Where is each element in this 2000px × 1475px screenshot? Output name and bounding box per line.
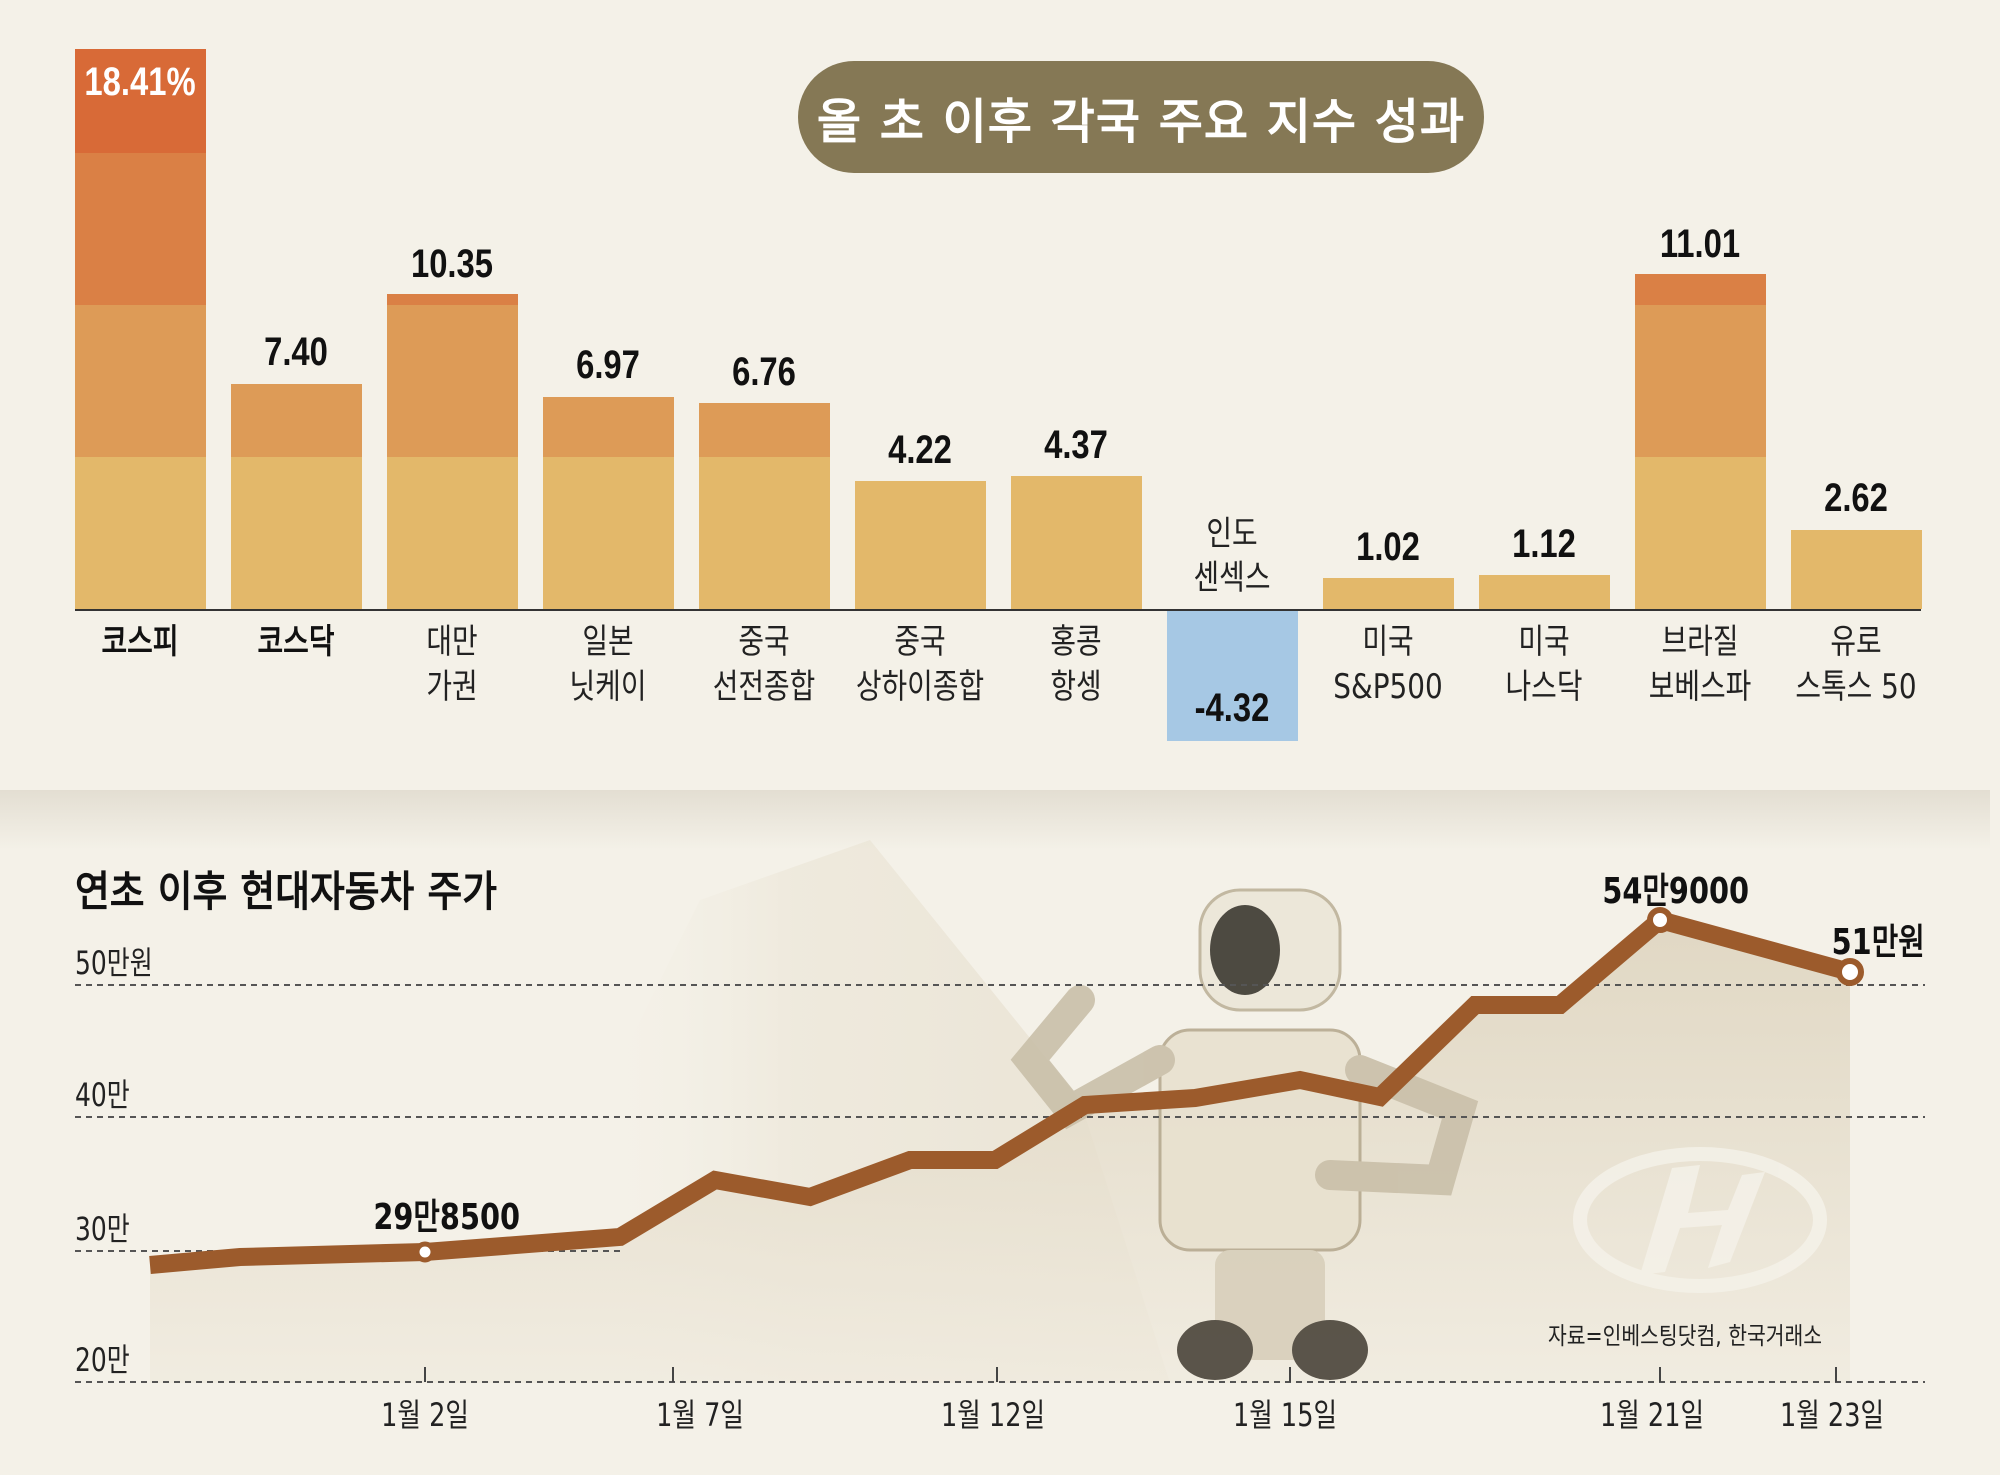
y-tick-20: 20만 (75, 1341, 130, 1379)
label-eurostoxx-line1: 유로 (1830, 622, 1882, 662)
annotation-peak: 54만9000 (1602, 871, 1750, 912)
price-line (149, 910, 1853, 1274)
bar-japan (543, 397, 674, 609)
bar-value-kospi: 18.41% (84, 60, 196, 104)
hyundai-stock-chart: 연초 이후 현대자동차 주가 50만원 40만 30만 20만 (0, 790, 2000, 1475)
y-tick-50: 50만원 (75, 944, 153, 982)
x-tick-jan23: 1월 23일 (1779, 1396, 1885, 1434)
bar-value-shanghai: 4.22 (888, 428, 952, 472)
x-tick-jan12: 1월 12일 (940, 1396, 1046, 1434)
bar-india (1167, 611, 1298, 741)
bar-shanghai (855, 481, 986, 609)
marker-peak (1647, 907, 1673, 933)
label-eurostoxx-line2: 스톡스 50 (1795, 667, 1917, 707)
bar-value-japan: 6.97 (576, 343, 640, 387)
section-divider-shadow (0, 790, 1990, 850)
label-hongkong-line2: 항셍 (1050, 667, 1102, 707)
label-taiwan-line1: 대만 (426, 622, 478, 662)
label-kospi: 코스피 (101, 622, 179, 662)
bar-value-nasdaq: 1.12 (1512, 522, 1576, 566)
label-sp500-line1: 미국 (1362, 622, 1414, 662)
area-fill (150, 920, 1850, 1383)
label-brazil-line2: 보베스파 (1648, 667, 1752, 707)
bar-hongkong (1011, 476, 1142, 609)
bar-value-eurostoxx: 2.62 (1824, 476, 1888, 520)
bar-kospi (75, 49, 206, 609)
label-taiwan-line2: 가권 (426, 667, 478, 707)
label-nasdaq-line2: 나스닥 (1505, 667, 1583, 707)
label-japan-line2: 닛케이 (569, 667, 647, 707)
bar-value-brazil: 11.01 (1659, 222, 1741, 266)
x-tick-jan7: 1월 7일 (656, 1396, 744, 1434)
label-shanghai-line2: 상하이종합 (855, 667, 985, 707)
bar-value-shenzhen: 6.76 (732, 350, 796, 394)
x-tick-jan2: 1월 2일 (381, 1396, 469, 1434)
label-shenzhen-line1: 중국 (738, 622, 790, 662)
bar-value-sp500: 1.02 (1356, 525, 1420, 569)
y-tick-30: 30만 (75, 1210, 130, 1248)
bar-value-kosdaq: 7.40 (264, 330, 328, 374)
line-chart-plot (75, 840, 1925, 1383)
bar-eurostoxx (1791, 530, 1922, 609)
line-chart-title: 연초 이후 현대자동차 주가 (75, 867, 498, 916)
chart-title-pill: 올 초 이후 각국 주요 지수 성과 (798, 61, 1484, 173)
index-performance-chart: 올 초 이후 각국 주요 지수 성과 18.41% 7.40 10.35 6.9… (75, 49, 1922, 741)
label-kosdaq: 코스닥 (257, 622, 335, 662)
bar-brazil (1635, 274, 1766, 609)
bar-value-taiwan: 10.35 (410, 242, 494, 286)
label-hongkong-line1: 홍콩 (1050, 622, 1102, 662)
label-india-line2: 센섹스 (1193, 558, 1271, 598)
label-nasdaq-line1: 미국 (1518, 622, 1570, 662)
label-shenzhen-line2: 선전종합 (712, 667, 816, 707)
annotation-start: 29만8500 (373, 1197, 521, 1238)
bar-nasdaq (1479, 575, 1610, 609)
bar-kosdaq (231, 384, 362, 609)
chart-title: 올 초 이후 각국 주요 지수 성과 (816, 94, 1466, 150)
marker-end (1836, 958, 1864, 986)
label-japan-line1: 일본 (582, 622, 634, 662)
x-tick-jan21: 1월 21일 (1599, 1396, 1705, 1434)
annotation-end: 51만원 (1831, 922, 1925, 963)
bar-value-hongkong: 4.37 (1044, 423, 1108, 467)
source-note: 자료=인베스팅닷컴, 한국거래소 (1548, 1322, 1823, 1350)
label-sp500-line2: S&P500 (1333, 667, 1443, 707)
bar-value-india: -4.32 (1194, 686, 1270, 730)
bar-taiwan (387, 294, 518, 609)
y-tick-40: 40만 (75, 1076, 130, 1114)
label-brazil-line1: 브라질 (1661, 622, 1739, 662)
hyundai-logo-icon (1573, 1147, 1827, 1293)
label-india-line1: 인도 (1206, 514, 1258, 554)
bar-sp500 (1323, 578, 1454, 609)
x-tick-jan15: 1월 15일 (1232, 1396, 1338, 1434)
label-shanghai-line1: 중국 (894, 622, 946, 662)
x-axis-baseline (75, 609, 1921, 611)
bar-shenzhen (699, 403, 830, 609)
x-ticks (424, 1367, 1837, 1382)
marker-jan2 (414, 1241, 436, 1263)
